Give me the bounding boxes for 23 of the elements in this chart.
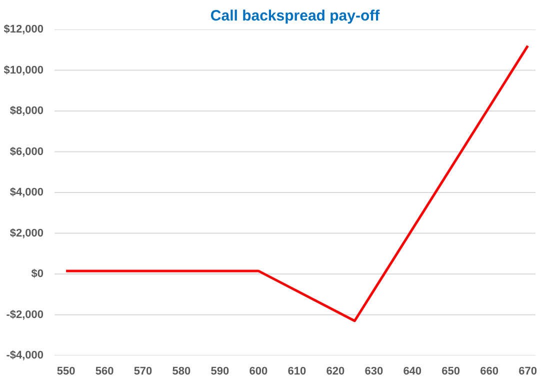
- chart-title: Call backspread pay-off: [210, 8, 381, 24]
- y-tick-label: $2,000: [10, 227, 44, 240]
- x-tick-label: 550: [56, 366, 76, 377]
- x-tick-label: 650: [442, 366, 460, 377]
- x-tick-label: 570: [134, 366, 152, 377]
- y-tick-label: $4,000: [10, 186, 44, 198]
- x-tick-label: 590: [210, 366, 230, 377]
- y-tick-label: $0: [31, 268, 44, 280]
- x-tick-label: 560: [95, 366, 114, 377]
- y-tick-label: $8,000: [10, 105, 44, 117]
- y-tick-label: -$4,000: [6, 350, 44, 362]
- x-tick-label: 660: [480, 366, 499, 377]
- y-tick-label: $12,000: [4, 24, 44, 36]
- x-tick-label: 600: [249, 366, 268, 377]
- y-tick-label: $10,000: [4, 64, 44, 76]
- x-tick-label: 610: [288, 366, 306, 377]
- x-tick-label: 620: [326, 366, 345, 377]
- x-tick-label: 630: [364, 366, 384, 377]
- x-tick-label: 580: [172, 366, 191, 377]
- y-tick-label: $6,000: [10, 146, 44, 158]
- x-tick-label: 640: [403, 366, 422, 377]
- x-tick-label: 670: [518, 366, 537, 377]
- y-tick-label: -$2,000: [6, 308, 44, 321]
